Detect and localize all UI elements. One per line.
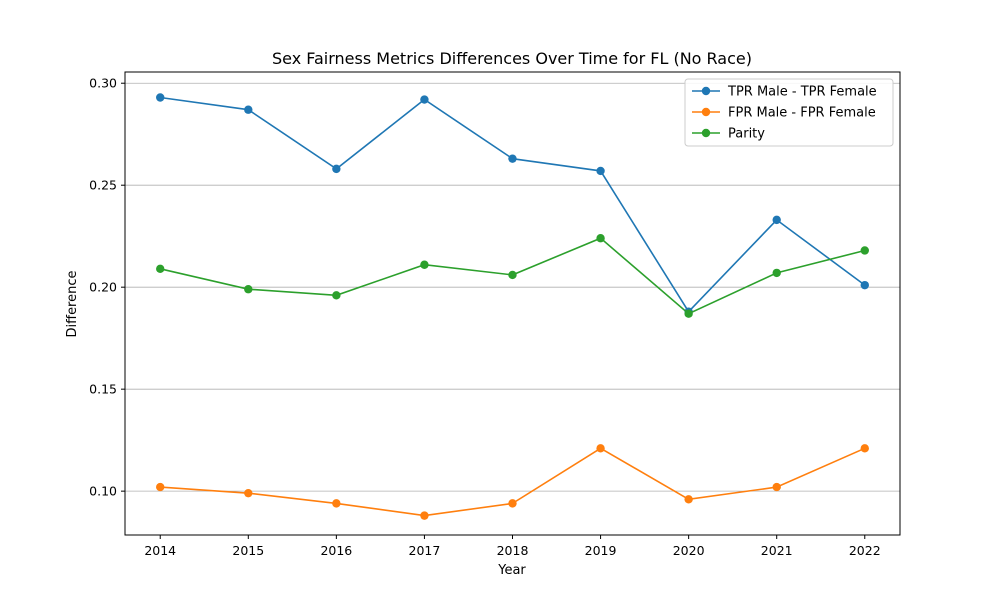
x-tick-label: 2021 — [761, 543, 793, 558]
data-point — [508, 270, 517, 280]
y-tick-label: 0.30 — [89, 76, 117, 91]
gridlines — [125, 82, 900, 492]
series-parity — [156, 234, 869, 318]
legend: TPR Male - TPR Female FPR Male - FPR Fema… — [684, 78, 894, 147]
data-point — [508, 154, 517, 163]
data-point — [332, 164, 341, 174]
legend-marker — [701, 107, 711, 117]
x-tick-label: 2020 — [673, 543, 705, 558]
x-tick-label: 2022 — [849, 543, 881, 558]
data-point — [420, 511, 429, 520]
data-point — [332, 499, 341, 508]
x-axis-label: Year — [497, 563, 526, 578]
series-tpr-male-tpr-female — [156, 93, 869, 316]
data-point — [156, 93, 165, 102]
y-tick-label: 0.15 — [89, 382, 117, 397]
x-tick-label: 2015 — [232, 543, 264, 558]
data-point — [156, 264, 165, 274]
data-point — [596, 234, 605, 243]
legend-marker — [701, 128, 711, 138]
data-point — [420, 260, 429, 269]
data-point — [244, 105, 253, 114]
legend-item: TPR Male - TPR Female — [692, 85, 877, 100]
legend-item: FPR Male - FPR Female — [692, 106, 876, 121]
data-point — [684, 309, 693, 318]
legend-label: TPR Male - TPR Female — [727, 85, 877, 100]
data-point — [244, 488, 253, 498]
y-tick-label: 0.10 — [89, 484, 117, 499]
data-point — [156, 482, 165, 492]
y-axis-label: Difference — [65, 270, 80, 337]
series-fpr-male-fpr-female — [156, 444, 869, 520]
data-point — [860, 280, 869, 290]
data-point — [772, 215, 781, 225]
x-tick-label: 2019 — [585, 543, 617, 558]
legend-marker — [701, 86, 711, 96]
chart-title: Sex Fairness Metrics Differences Over Ti… — [272, 49, 752, 68]
y-tick-label: 0.20 — [89, 280, 117, 295]
data-point — [244, 285, 253, 294]
legend-frame — [684, 78, 894, 147]
data-point — [596, 444, 605, 453]
legend-item: Parity — [692, 127, 765, 142]
x-tick-label: 2018 — [497, 543, 529, 558]
data-point — [772, 268, 781, 278]
data-point — [860, 246, 869, 255]
x-tick-label: 2014 — [144, 543, 176, 558]
x-axis-ticks: 2014 2015 2016 2017 2018 2019 2020 2021 2022 — [144, 535, 881, 558]
data-point — [420, 95, 429, 104]
x-tick-label: 2016 — [320, 543, 352, 558]
data-point — [508, 499, 517, 508]
data-point — [596, 166, 605, 176]
series-lines — [156, 93, 869, 520]
y-axis-ticks: 0.10 0.15 0.20 0.25 0.30 — [89, 76, 125, 499]
y-tick-label: 0.25 — [89, 178, 117, 193]
data-point — [772, 482, 781, 492]
data-point — [684, 495, 693, 504]
legend-label: FPR Male - FPR Female — [728, 106, 876, 121]
legend-label: Parity — [728, 127, 765, 142]
x-tick-label: 2017 — [409, 543, 441, 558]
data-point — [332, 291, 341, 300]
data-point — [860, 444, 869, 453]
